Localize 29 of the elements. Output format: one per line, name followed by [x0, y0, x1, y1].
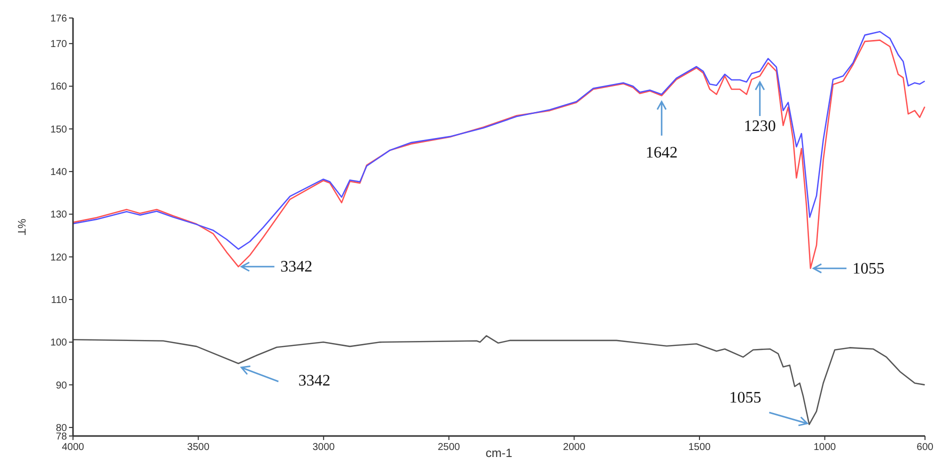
y-tick-label: 90 [56, 380, 68, 392]
x-tick-label: 3500 [187, 442, 210, 453]
y-tick-label: 80 [56, 422, 68, 434]
x-tick-label: 600 [916, 442, 934, 453]
annotation: 1055 [852, 260, 884, 278]
annotation: 3342 [280, 258, 312, 276]
line-series [72, 335, 926, 426]
y-tick-label: 120 [50, 252, 68, 264]
y-tick-label: 100 [50, 338, 68, 349]
y-tick-label: 170 [50, 39, 68, 50]
x-tick-label: 3000 [312, 442, 336, 453]
x-tick-label: 2500 [438, 442, 460, 453]
y-tick-label: 130 [50, 210, 68, 221]
x-tick-label: 2000 [563, 442, 586, 453]
annotation: 3342 [298, 372, 330, 390]
y-tick-label: 160 [50, 82, 68, 93]
x-tick-label: 1500 [688, 442, 712, 453]
y-axis-title: %T [15, 218, 27, 236]
x-axis-title: cm-1 [486, 446, 513, 460]
annotation: 1642 [646, 144, 678, 162]
y-tick-label: 140 [50, 167, 68, 178]
x-tick-label: 4000 [62, 442, 85, 453]
annotation: 1230 [744, 118, 776, 136]
y-tick-label: 78 [56, 432, 68, 442]
annotation: 1055 [729, 389, 762, 406]
x-tick-label: 1000 [814, 442, 836, 453]
y-tick-label: 150 [50, 124, 68, 136]
y-tick-label: 176 [50, 14, 68, 24]
y-tick-label: 110 [51, 295, 68, 306]
